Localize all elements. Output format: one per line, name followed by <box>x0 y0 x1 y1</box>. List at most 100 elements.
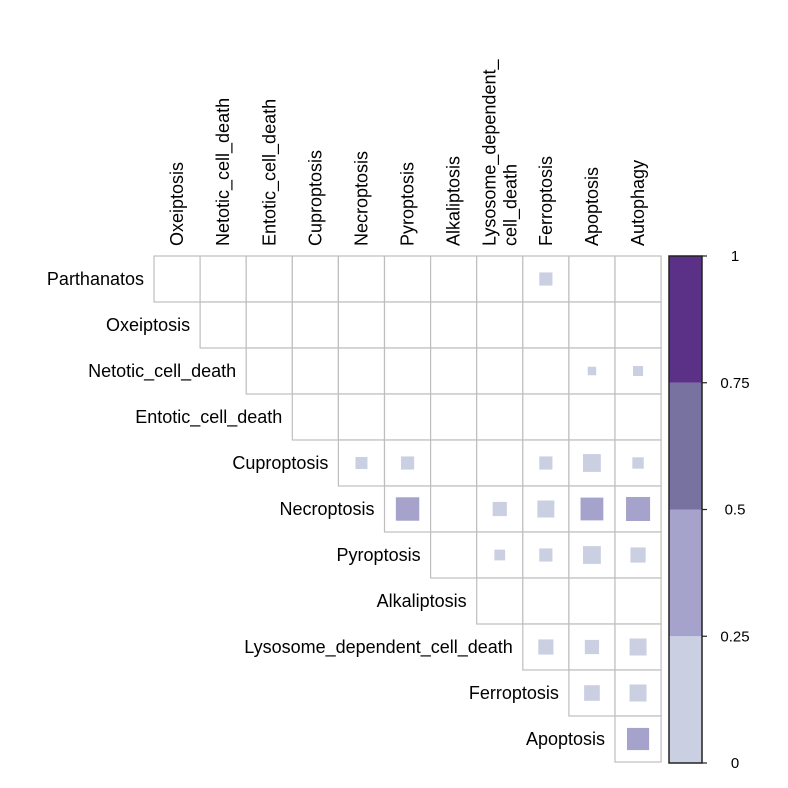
column-label: Entotic_cell_death <box>259 99 280 246</box>
legend-bin <box>669 256 702 383</box>
grid-cell <box>522 301 570 349</box>
grid-cell <box>568 393 616 441</box>
grid-cell <box>245 301 293 349</box>
column-label: Alkaliptosis <box>444 156 464 246</box>
row-label: Entotic_cell_death <box>135 407 282 428</box>
value-square <box>537 500 555 518</box>
grid-cell <box>614 393 662 441</box>
value-square <box>584 639 600 655</box>
grid-cell <box>337 301 386 349</box>
heatmap-cells <box>153 255 662 763</box>
grid-cell <box>430 531 478 579</box>
value-square <box>538 639 554 655</box>
grid-cell <box>383 255 432 303</box>
grid-cell <box>568 255 616 303</box>
row-label: Apoptosis <box>526 729 605 749</box>
grid-cell <box>476 347 524 395</box>
grid-cell <box>337 393 386 441</box>
grid-cell <box>430 485 478 533</box>
grid-cell <box>476 393 524 441</box>
value-square <box>494 549 506 561</box>
grid-cell <box>522 347 570 395</box>
grid-cell <box>430 301 478 349</box>
column-label: Lysosome_dependent_ <box>479 59 500 246</box>
column-label: Pyroptosis <box>398 162 418 246</box>
grid-cell <box>522 577 570 625</box>
grid-cell <box>522 393 570 441</box>
grid-cell <box>383 347 432 395</box>
row-label: Ferroptosis <box>469 683 559 703</box>
column-label: Necroptosis <box>351 151 371 246</box>
value-square <box>583 454 601 472</box>
grid-cell <box>383 301 432 349</box>
grid-cell <box>476 255 524 303</box>
grid-cell <box>245 255 293 303</box>
legend-tick-label: 0.5 <box>725 502 746 519</box>
grid-cell <box>430 255 478 303</box>
value-square <box>632 457 644 469</box>
grid-cell <box>614 301 662 349</box>
grid-cell <box>568 301 616 349</box>
grid-cell <box>383 393 432 441</box>
value-square <box>584 685 600 701</box>
row-label: Necroptosis <box>279 499 374 519</box>
grid-cell <box>614 577 662 625</box>
legend-tick-label: 0.25 <box>720 628 749 645</box>
value-square <box>355 456 368 470</box>
value-square <box>400 456 415 470</box>
grid-cell <box>337 347 386 395</box>
row-label: Cuproptosis <box>232 453 328 473</box>
row-label: Netotic_cell_death <box>88 361 236 382</box>
grid-cell <box>568 577 616 625</box>
grid-cell <box>153 255 201 303</box>
grid-cell <box>291 255 339 303</box>
column-label: Cuproptosis <box>305 150 325 246</box>
value-square <box>630 547 646 563</box>
column-labels: Oxeiptosis Netotic_cell_death Entotic_cell… <box>167 59 648 246</box>
legend-bin <box>669 636 702 763</box>
grid-cell <box>430 347 478 395</box>
value-square <box>492 501 507 517</box>
row-label: Alkaliptosis <box>377 591 467 611</box>
value-square <box>539 272 553 286</box>
column-label: Netotic_cell_death <box>213 98 234 246</box>
value-square <box>626 727 650 751</box>
value-square <box>583 546 601 564</box>
grid-cell <box>614 255 662 303</box>
row-label: Parthanatos <box>47 269 144 289</box>
column-label: Apoptosis <box>582 167 602 246</box>
row-label: Lysosome_dependent_cell_death <box>244 637 513 658</box>
value-square <box>580 497 604 521</box>
heatmap-squares <box>355 272 651 751</box>
column-label: Ferroptosis <box>536 156 556 246</box>
grid-cell <box>291 301 339 349</box>
legend-tick-label: 0 <box>731 755 739 772</box>
value-square <box>629 684 647 702</box>
grid-cell <box>430 393 478 441</box>
grid-cell <box>476 577 524 625</box>
row-label: Oxeiptosis <box>106 315 190 335</box>
legend-bin <box>669 509 702 637</box>
grid-cell <box>476 439 524 487</box>
column-label: Autophagy <box>628 160 648 246</box>
grid-cell <box>199 255 247 303</box>
grid-cell <box>337 255 386 303</box>
value-square <box>395 497 420 521</box>
column-label: cell_death <box>500 164 521 246</box>
row-label: Pyroptosis <box>337 545 421 565</box>
value-square <box>539 548 553 562</box>
grid-cell <box>430 439 478 487</box>
value-square <box>633 365 644 377</box>
grid-cell <box>476 301 524 349</box>
grid-cell <box>291 393 339 441</box>
row-labels: Parthanatos Oxeiptosis Netotic_cell_death E… <box>47 269 605 749</box>
legend-tick-label: 1 <box>731 248 739 265</box>
value-square <box>629 638 647 656</box>
column-label: Oxeiptosis <box>167 162 187 246</box>
value-square <box>626 496 651 522</box>
value-square <box>539 456 553 470</box>
color-legend: 1 0.75 0.5 0.25 0 <box>668 248 750 772</box>
value-square <box>587 366 597 376</box>
grid-cell <box>291 347 339 395</box>
